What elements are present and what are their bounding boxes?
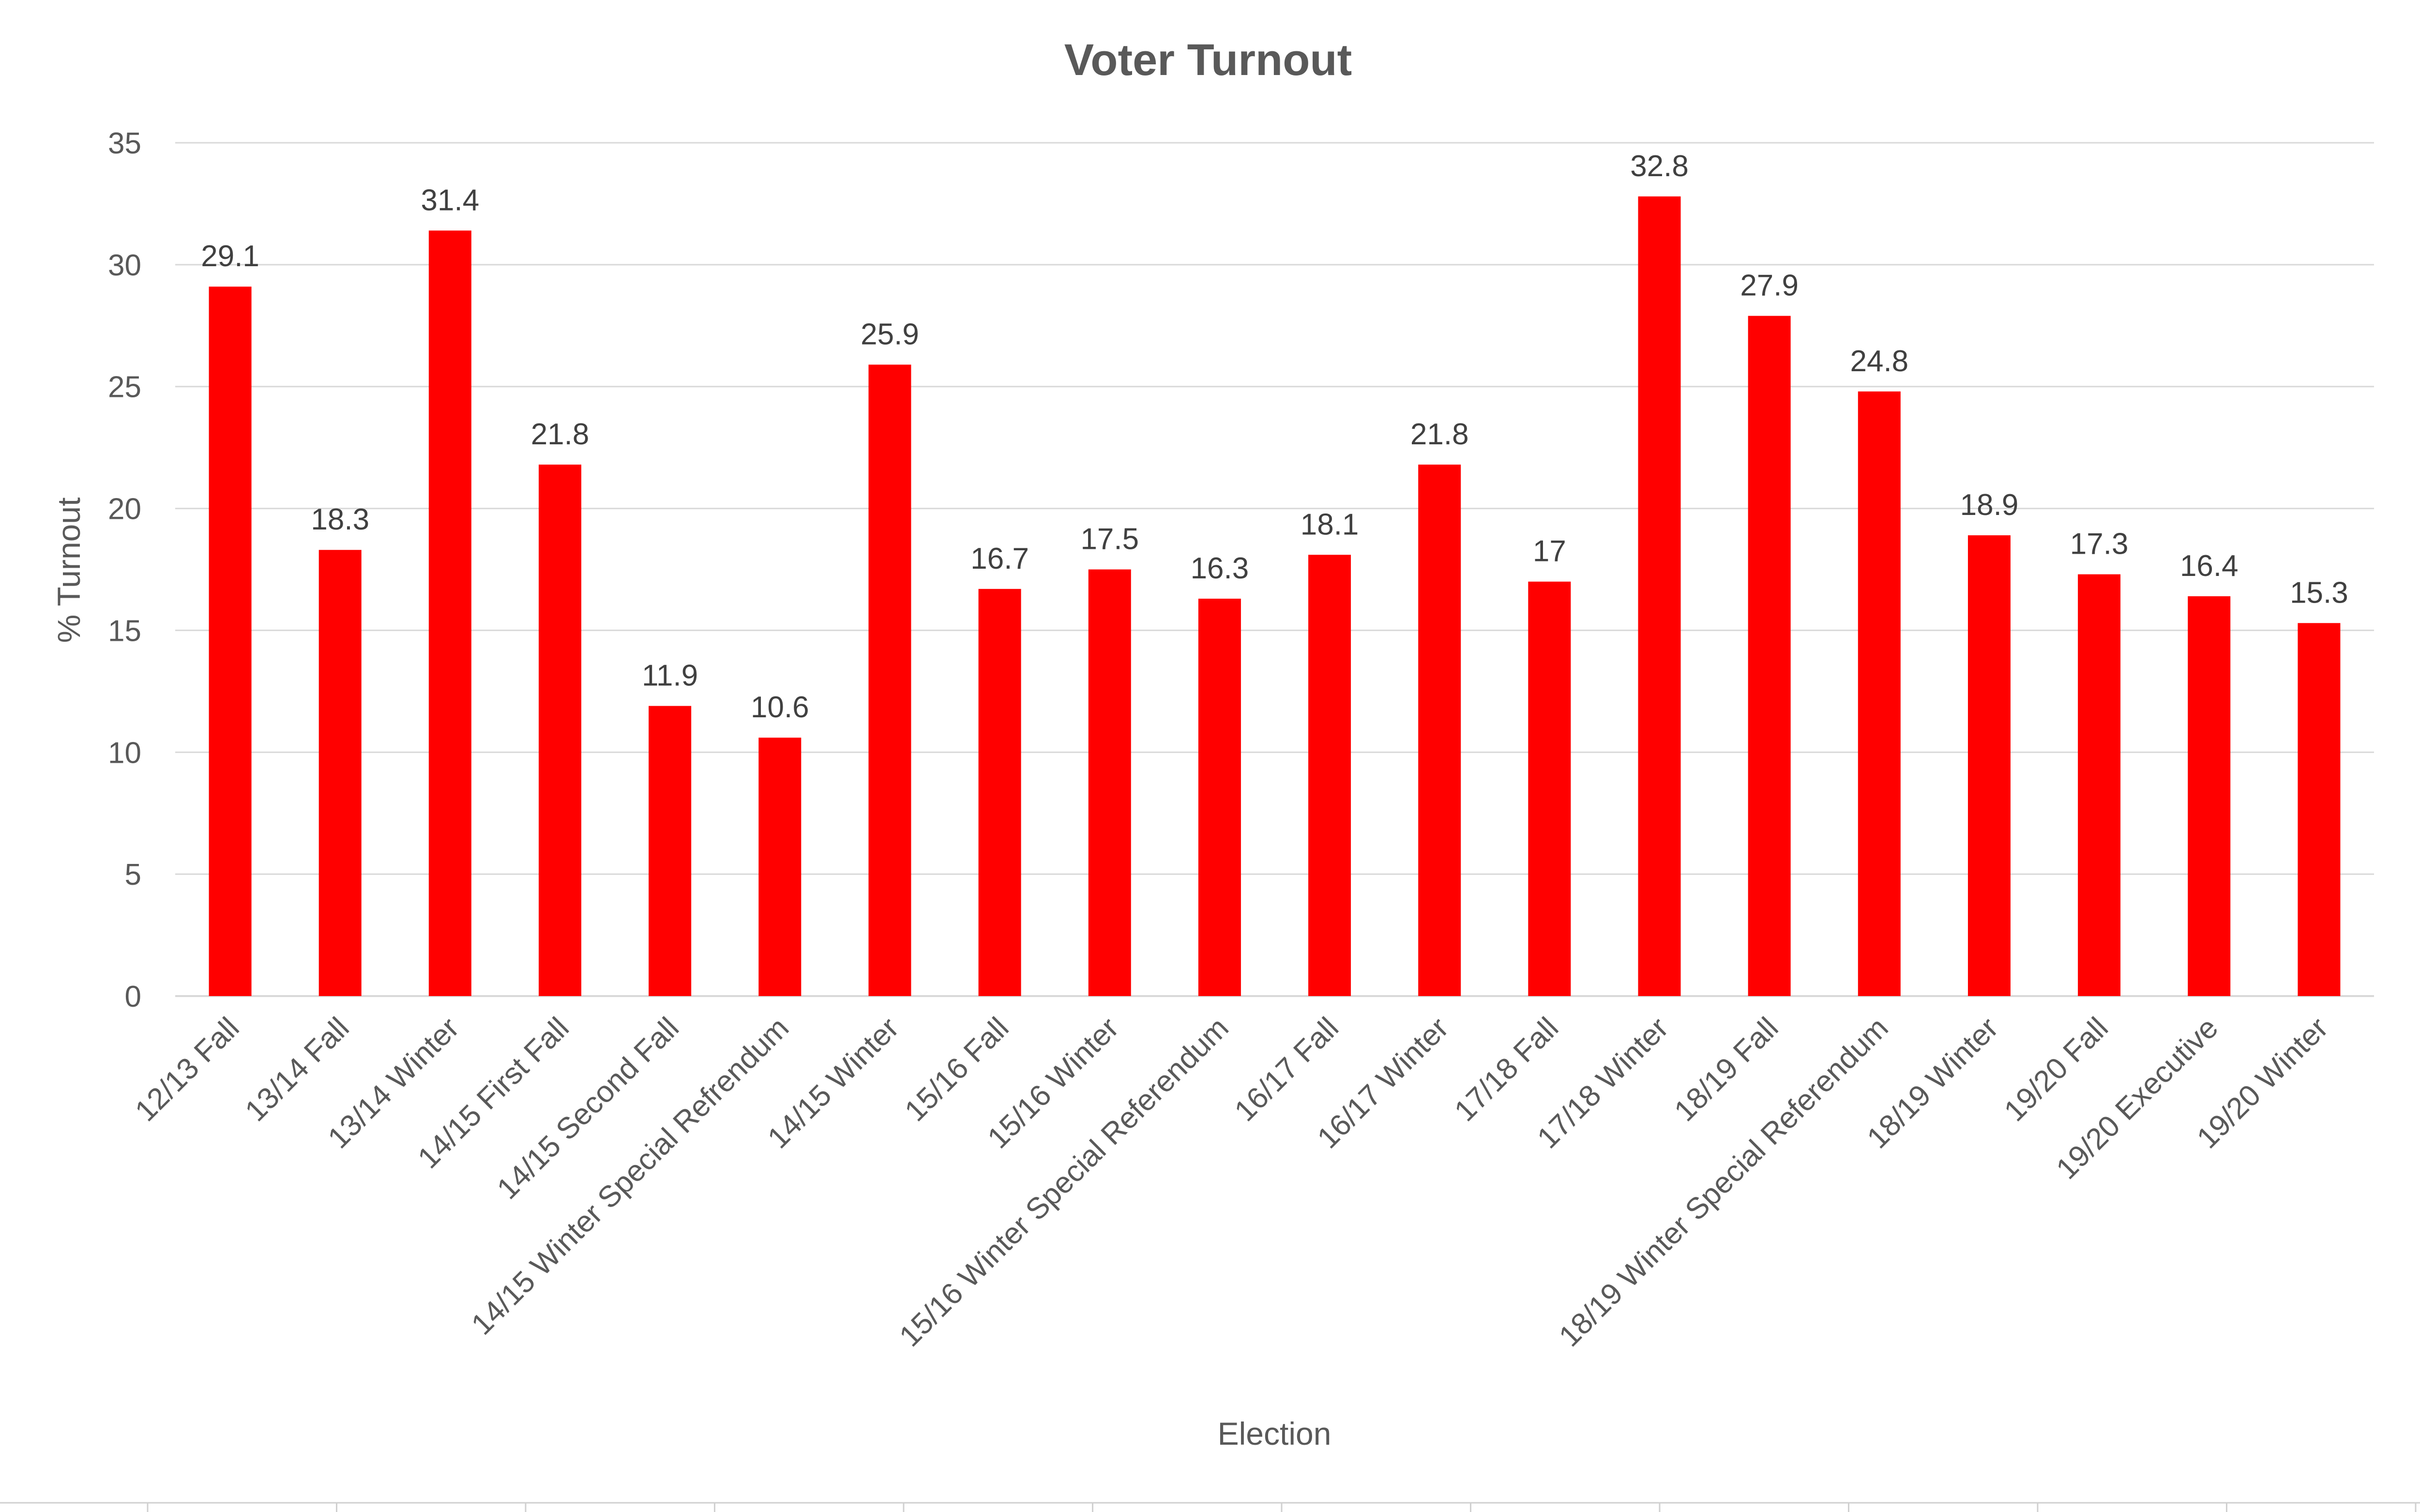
data-label: 16.4 <box>2180 549 2238 583</box>
y-tick-label: 5 <box>125 858 141 892</box>
x-tick-label: 14/15 Second Fall <box>491 1011 685 1206</box>
x-tick-label: 18/19 Fall <box>1668 1011 1785 1128</box>
data-label: 17.3 <box>2070 528 2129 561</box>
bar <box>1528 581 1571 996</box>
y-tick-label: 0 <box>125 980 141 1013</box>
x-tick-label: 12/13 Fall <box>129 1011 245 1128</box>
data-label: 27.9 <box>1740 269 1799 302</box>
y-tick-label: 25 <box>108 371 141 404</box>
data-label: 16.7 <box>970 542 1029 575</box>
y-tick-label: 35 <box>108 127 141 160</box>
y-axis-title: % Turnout <box>51 498 87 643</box>
data-labels: 29.1 18.3 31.4 21.8 11.9 10.6 25.9 16.7 17.5 16.3… <box>201 150 2348 724</box>
y-axis-ticks: 0 5 10 15 20 25 30 35 <box>108 127 141 1013</box>
data-label: 15.3 <box>2290 576 2348 609</box>
data-label: 18.9 <box>1960 488 2019 522</box>
data-label: 18.3 <box>311 503 369 536</box>
data-label: 24.8 <box>1850 345 1908 378</box>
data-label: 25.9 <box>861 318 919 351</box>
data-label: 18.1 <box>1301 508 1359 541</box>
bar <box>649 706 692 996</box>
bar <box>428 230 471 996</box>
chart-title: Voter Turnout <box>1064 35 1352 85</box>
data-label: 10.6 <box>751 691 809 724</box>
bar <box>1638 196 1681 996</box>
x-tick-label: 15/16 Fall <box>898 1011 1015 1128</box>
bar <box>209 287 252 996</box>
bar <box>1967 535 2011 996</box>
bars <box>209 196 2341 996</box>
bar <box>2078 574 2121 996</box>
bar <box>1418 464 1461 996</box>
data-label: 32.8 <box>1630 150 1689 183</box>
y-tick-label: 10 <box>108 736 141 770</box>
bar <box>2188 596 2231 996</box>
bar <box>1748 316 1791 996</box>
x-tick-label: 19/20 Fall <box>1998 1011 2115 1128</box>
bar <box>539 464 582 996</box>
y-tick-label: 15 <box>108 614 141 648</box>
data-label: 31.4 <box>421 183 480 217</box>
bar <box>1858 391 1901 996</box>
data-label: 21.8 <box>1410 418 1469 451</box>
x-axis-title: Election <box>1218 1416 1331 1452</box>
x-tick-label: 16/17 Fall <box>1228 1011 1345 1128</box>
y-tick-label: 20 <box>108 493 141 526</box>
bar <box>1198 598 1241 996</box>
x-tick-label: 13/14 Fall <box>239 1011 355 1128</box>
data-label: 11.9 <box>642 659 698 693</box>
bar <box>868 364 911 996</box>
x-tick-label: 17/18 Fall <box>1448 1011 1565 1128</box>
data-label: 17 <box>1533 535 1566 568</box>
bar <box>1088 569 1131 996</box>
bottom-border <box>0 1502 2420 1512</box>
bar <box>758 738 802 996</box>
gridlines <box>175 142 2374 997</box>
bar <box>318 550 362 996</box>
data-label: 17.5 <box>1080 523 1139 556</box>
bar <box>1308 555 1351 996</box>
data-label: 16.3 <box>1191 552 1249 585</box>
data-label: 21.8 <box>531 418 590 451</box>
bar <box>2298 623 2341 996</box>
y-tick-label: 30 <box>108 249 141 282</box>
data-label: 29.1 <box>201 240 259 273</box>
bar <box>978 589 1021 996</box>
